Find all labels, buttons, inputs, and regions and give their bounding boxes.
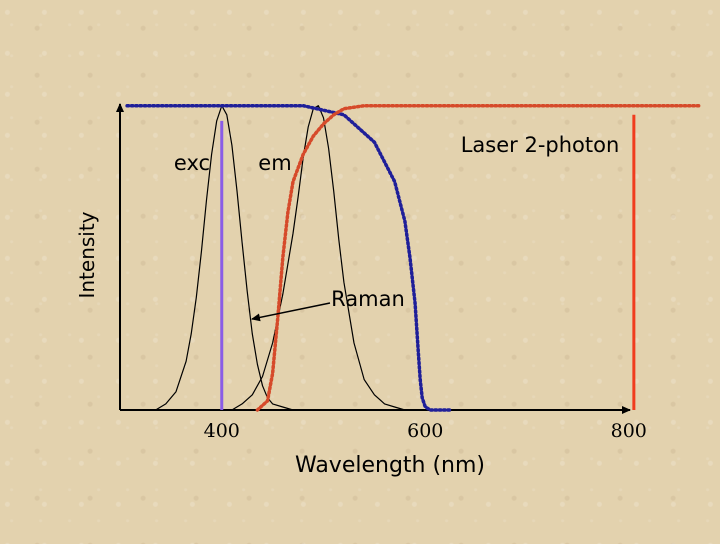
ticks-layer: 400 600 800	[204, 420, 647, 442]
exc-label: exc	[174, 151, 210, 175]
series-dichroic-line	[125, 103, 453, 412]
lines-layer	[220, 114, 636, 410]
series-em-line	[231, 105, 416, 411]
x-axis-label: Wavelength (nm)	[295, 453, 485, 478]
laser-label: Laser 2-photon	[461, 133, 620, 157]
x-tick-label-800: 800	[611, 420, 647, 442]
series-long-pass-line	[255, 103, 702, 412]
y-axis-label: Intensity	[75, 211, 99, 298]
em-label: em	[258, 151, 291, 175]
x-tick-label-400: 400	[204, 420, 240, 442]
series-layer	[125, 103, 702, 412]
raman-label: Raman	[331, 287, 405, 311]
x-tick-label-600: 600	[407, 420, 443, 442]
raman-arrow	[251, 302, 331, 322]
